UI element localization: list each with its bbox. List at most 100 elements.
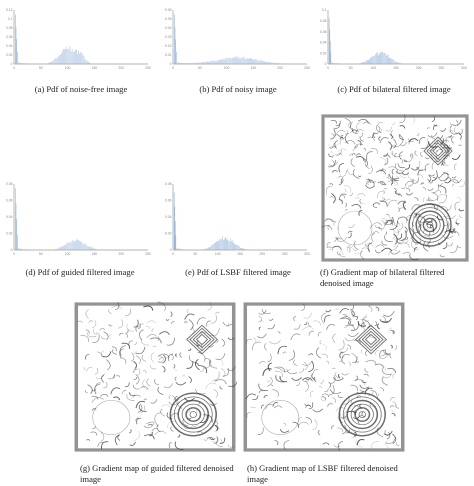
pdf-bar (174, 221, 176, 250)
y-tick-label: 0.06 (6, 35, 13, 39)
pdf-bar (213, 60, 215, 64)
pdf-bar (382, 51, 383, 64)
pdf-bar (386, 55, 387, 64)
pdf-bar (21, 62, 23, 64)
pdf-bar (367, 59, 369, 64)
pdf-bar (363, 61, 364, 64)
pdf-chart-c: 0 0.02 0.04 0.06 0.08 0.1 0 50 100 150 200 250 300 (320, 8, 467, 70)
pdf-bar (57, 56, 59, 64)
pdf-bar (62, 50, 63, 64)
x-tick-label: 250 (304, 66, 310, 70)
pdf-bar (77, 53, 78, 64)
pdf-bar (379, 53, 381, 64)
x-tick-label: 250 (145, 252, 151, 256)
y-tick-label: 0.03 (165, 35, 172, 39)
pdf-bar (368, 59, 370, 64)
x-tick-label: 100 (65, 66, 71, 70)
pdf-bar (184, 249, 186, 250)
gradient-map-f (320, 113, 470, 263)
pdf-bar (240, 247, 241, 250)
pdf-bar (257, 60, 259, 64)
pdf-bar (92, 247, 93, 250)
pdf-bar (70, 242, 72, 250)
pdf-bar (76, 49, 77, 64)
pdf-bar (66, 46, 68, 64)
gradient-map-g (73, 301, 237, 453)
x-tick-label: 50 (349, 66, 353, 70)
pdf-bar (376, 53, 377, 64)
pdf-bar (181, 62, 183, 64)
pdf-bar (75, 49, 76, 64)
pdf-bar (362, 62, 363, 64)
pdf-bar (54, 249, 56, 250)
pdf-bar (74, 241, 75, 250)
diamond-pattern (423, 136, 453, 166)
pdf-bar (87, 61, 89, 64)
pdf-bar (18, 62, 19, 64)
pdf-bar (244, 58, 246, 64)
pdf-bar (81, 52, 83, 64)
y-tick-label: 0.08 (6, 182, 13, 186)
pdf-bar (237, 58, 238, 64)
circle-pattern (261, 400, 300, 436)
y-tick-label: 0.08 (320, 19, 327, 23)
pdf-bar (332, 62, 334, 64)
y-tick-label: 0.06 (6, 199, 13, 203)
pdf-bar (64, 48, 65, 64)
pdf-bar (63, 245, 64, 250)
pdf-bar (385, 53, 386, 64)
pdf-bar (225, 58, 227, 64)
pdf-bar (284, 63, 285, 64)
panel-b: 0 0.01 0.02 0.03 0.04 0.05 0.06 0 50 100 150 200 250 (163, 4, 313, 84)
caption-b: (b) Pdf of noisy image (199, 84, 277, 94)
y-tick-label: 0.08 (6, 26, 13, 30)
pdf-bar (179, 62, 180, 64)
pdf-bar (82, 53, 84, 64)
pdf-bar (275, 62, 277, 64)
x-tick-label: 200 (259, 252, 265, 256)
pdf-bar (84, 242, 86, 250)
pdf-bar (193, 63, 194, 64)
pdf-bar (208, 61, 209, 64)
pdf-bar (359, 63, 361, 64)
pdf-chart-b: 0 0.01 0.02 0.03 0.04 0.05 0.06 0 50 100 150 200 250 (165, 8, 310, 70)
y-tick-label: 0.01 (165, 53, 172, 57)
pdf-bar (205, 248, 206, 250)
pdf-bar (394, 60, 395, 64)
pdf-bar (201, 62, 203, 64)
pdf-bar (225, 237, 227, 250)
pdf-bar (222, 60, 223, 64)
y-tick-label: 0.02 (6, 53, 13, 57)
pdf-bar (240, 58, 242, 64)
pdf-bar (224, 237, 226, 250)
y-tick-label: 0.02 (6, 232, 13, 236)
pdf-bar (195, 62, 197, 64)
circle-pattern (92, 400, 131, 436)
x-tick-label: 0 (13, 66, 15, 70)
ring-pattern (408, 203, 452, 247)
pdf-bar (91, 246, 92, 250)
pdf-bar (200, 62, 202, 64)
pdf-bar (238, 56, 239, 64)
pdf-bar (214, 60, 216, 64)
pdf-bar (65, 48, 66, 64)
y-tick-label: 0.1 (322, 8, 327, 12)
pdf-bar (61, 246, 62, 250)
pdf-bar (192, 63, 193, 64)
pdf-bar (337, 63, 338, 64)
pdf-bar (397, 62, 399, 64)
x-tick-label: 200 (118, 66, 124, 70)
caption-c: (c) Pdf of bilateral filtered image (337, 84, 451, 94)
pdf-bar (194, 62, 195, 64)
gradient-map-background (242, 301, 406, 453)
pdf-bar (184, 63, 186, 64)
pdf-bar (269, 62, 270, 64)
pdf-bar (241, 248, 243, 250)
pdf-bar (190, 63, 191, 64)
x-tick-label: 250 (282, 252, 288, 256)
pdf-bar (16, 219, 17, 250)
x-tick-label: 150 (92, 66, 98, 70)
pdf-bar (83, 243, 85, 250)
x-tick-label: 200 (416, 66, 422, 70)
x-tick-label: 100 (224, 66, 230, 70)
